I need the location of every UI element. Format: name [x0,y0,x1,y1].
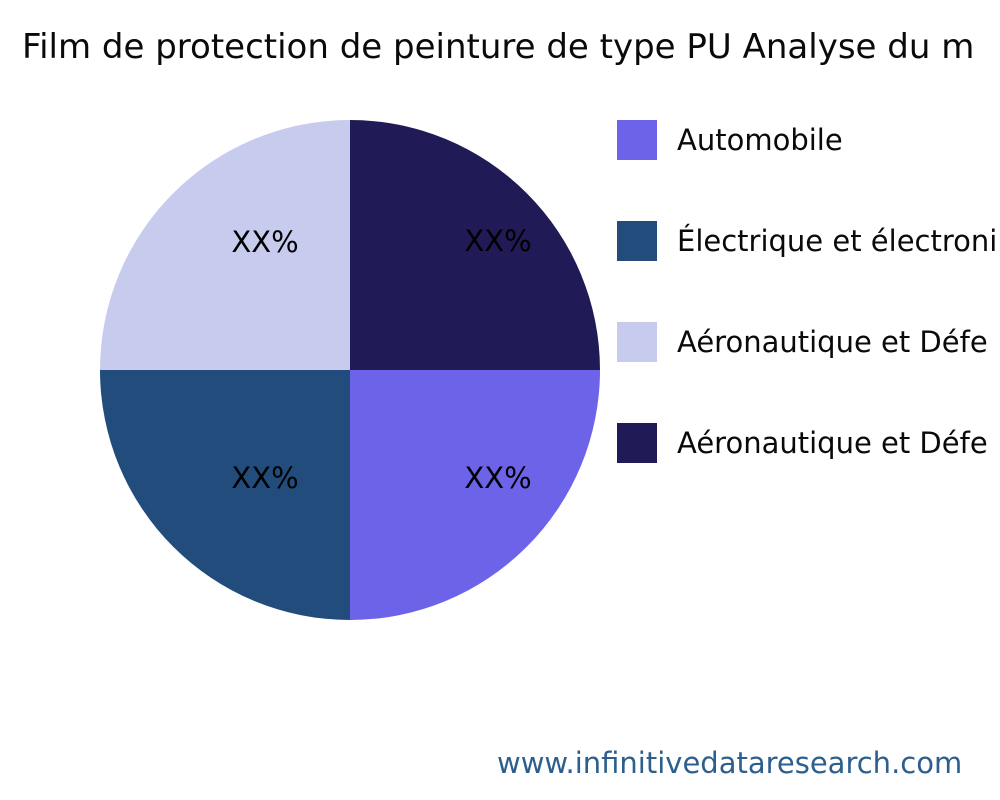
website-link[interactable]: www.infinitivedataresearch.com [497,746,963,780]
legend-swatch [617,423,657,463]
pie-circle [100,120,600,620]
legend-item-electrique: Électrique et électroni [617,221,997,261]
slice-percent-label: XX% [231,225,299,259]
legend-label: Automobile [677,123,843,157]
chart-title: Film de protection de peinture de type P… [22,27,975,67]
pie-slice-automobile [350,370,600,620]
legend-label: Aéronautique et Défe [677,325,988,359]
legend-swatch [617,322,657,362]
slice-percent-label: XX% [231,461,299,495]
chart-legend: Automobile Électrique et électroni Aéron… [617,120,997,524]
legend-swatch [617,120,657,160]
pie-slice-electrique [100,370,350,620]
slice-percent-label: XX% [464,224,532,258]
legend-label: Électrique et électroni [677,224,998,258]
pie-slice-aeronautique-light [100,120,350,370]
legend-item-automobile: Automobile [617,120,997,160]
legend-label: Aéronautique et Défe [677,426,988,460]
pie-chart: XX% XX% XX% XX% [100,120,600,620]
slice-percent-label: XX% [464,461,532,495]
legend-item-aeronautique-light: Aéronautique et Défe [617,322,997,362]
legend-swatch [617,221,657,261]
legend-item-aeronautique-dark: Aéronautique et Défe [617,423,997,463]
